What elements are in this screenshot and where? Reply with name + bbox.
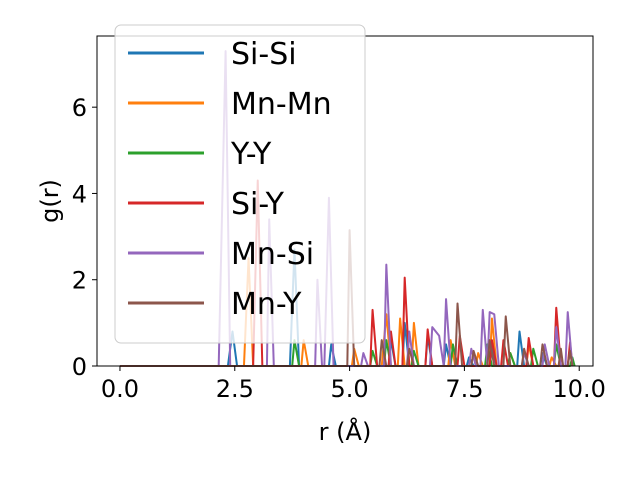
legend-label: Mn-Si	[231, 237, 314, 272]
legend-label: Mn-Y	[231, 287, 302, 322]
legend-label: Si-Si	[231, 37, 297, 72]
y-axis-ticks: 0 2 4 6	[72, 94, 97, 381]
legend: Si-Si Mn-Mn Y-Y Si-Y Mn-Si Mn-Y	[114, 24, 366, 344]
legend-label: Si-Y	[231, 187, 285, 222]
x-tick-label: 7.5	[445, 375, 483, 403]
x-tick-label: 10.0	[553, 375, 606, 403]
x-tick-label: 0.0	[101, 375, 139, 403]
y-tick-label: 0	[72, 353, 87, 381]
x-axis-ticks: 0.0 2.5 5.0 7.5 10.0	[101, 366, 606, 403]
y-tick-label: 4	[72, 180, 87, 208]
x-tick-label: 5.0	[331, 375, 369, 403]
y-tick-label: 2	[72, 267, 87, 295]
x-tick-label: 2.5	[216, 375, 254, 403]
legend-label: Mn-Mn	[231, 87, 332, 122]
legend-label: Y-Y	[230, 137, 272, 172]
x-axis-label: r (Å)	[319, 417, 372, 446]
y-tick-label: 6	[72, 94, 87, 122]
y-axis-label: g(r)	[36, 179, 64, 223]
